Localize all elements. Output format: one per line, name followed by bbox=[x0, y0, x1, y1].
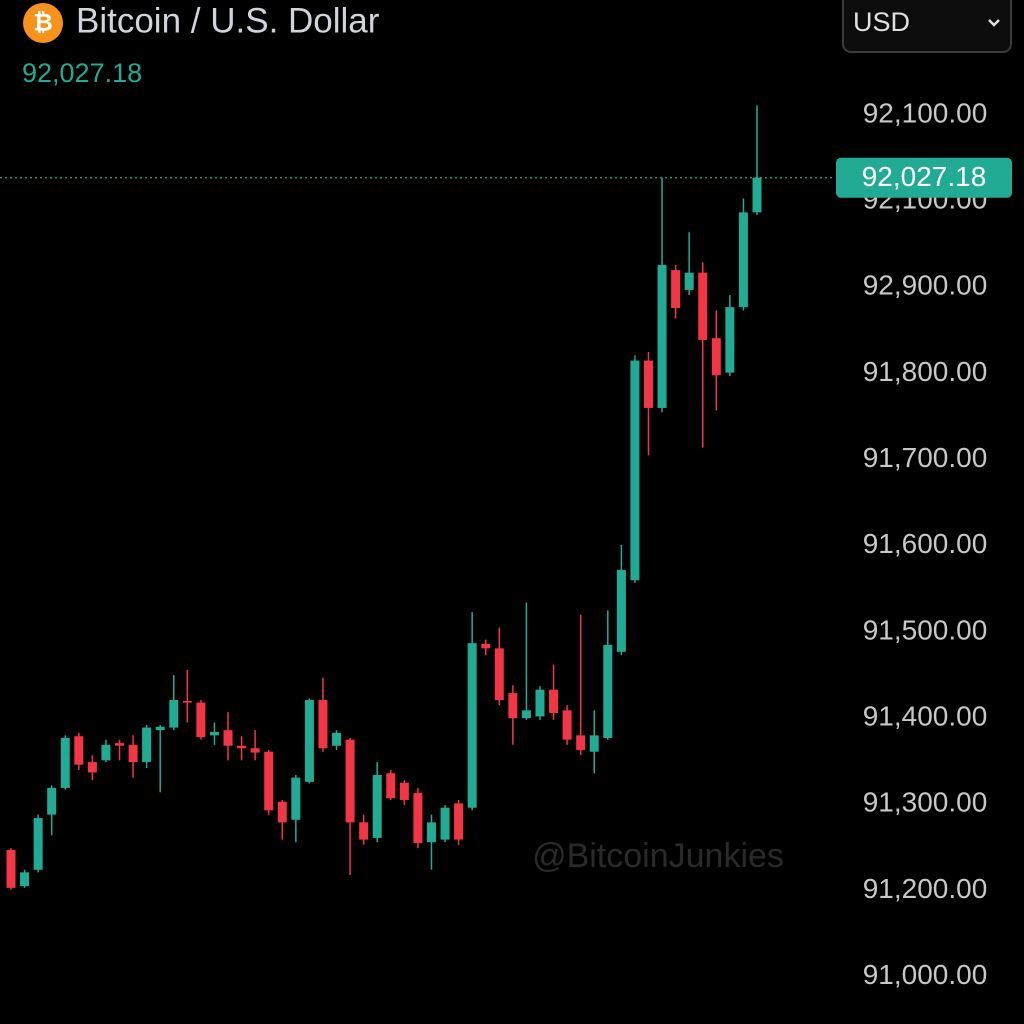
candle-body bbox=[142, 727, 152, 763]
candle-body bbox=[250, 748, 260, 753]
candle-body bbox=[304, 700, 314, 782]
candle-body bbox=[657, 264, 667, 408]
candle-body bbox=[74, 736, 84, 765]
candle-body bbox=[494, 648, 504, 701]
candle-body bbox=[535, 689, 545, 717]
candle-body bbox=[684, 272, 694, 290]
candle-body bbox=[87, 762, 97, 773]
symbol-title: Bitcoin / U.S. Dollar bbox=[76, 1, 380, 40]
candle-body bbox=[589, 735, 599, 752]
candle-body bbox=[671, 270, 681, 308]
candle-body bbox=[372, 774, 382, 838]
candle-body bbox=[345, 739, 355, 823]
candle-body bbox=[33, 818, 43, 870]
candle-body bbox=[643, 360, 653, 408]
candle-body bbox=[128, 744, 138, 763]
currency-label[interactable]: USD bbox=[853, 7, 910, 37]
y-tick-label: 91,300.00 bbox=[863, 787, 988, 818]
currency-dropdown[interactable] bbox=[842, 0, 1012, 53]
candle-body bbox=[60, 737, 70, 788]
y-tick-label: 92,100.00 bbox=[863, 97, 988, 128]
candle-body bbox=[521, 710, 531, 719]
header-price: 92,027.18 bbox=[22, 58, 142, 88]
bitcoin-icon-glyph: ₿ bbox=[33, 9, 53, 36]
candle-body bbox=[698, 272, 708, 340]
y-tick-label: 91,200.00 bbox=[863, 873, 988, 904]
y-tick-label: 91,700.00 bbox=[863, 442, 988, 473]
candle-body bbox=[47, 787, 57, 815]
last-price-label: 92,027.18 bbox=[862, 161, 987, 192]
y-tick-label: 91,000.00 bbox=[863, 959, 988, 990]
candle-body bbox=[155, 726, 165, 731]
candle-body bbox=[549, 689, 559, 713]
candle-body bbox=[264, 751, 274, 811]
candle-body bbox=[440, 807, 450, 840]
candle-body bbox=[562, 710, 572, 740]
candle-body bbox=[6, 849, 16, 888]
candle-body bbox=[182, 700, 192, 703]
candle-body bbox=[196, 702, 206, 738]
y-tick-label: 91,600.00 bbox=[863, 528, 988, 559]
candle-body bbox=[223, 730, 233, 746]
candle-body bbox=[277, 801, 287, 823]
candle-body bbox=[291, 777, 301, 820]
candle-body bbox=[359, 822, 369, 840]
candle-body bbox=[386, 773, 396, 799]
candle-body bbox=[711, 338, 721, 376]
candle-body bbox=[481, 644, 491, 649]
y-tick-label: 91,800.00 bbox=[863, 356, 988, 387]
candle-body bbox=[725, 307, 735, 373]
candle-body bbox=[169, 700, 179, 728]
candle-body bbox=[508, 693, 518, 719]
y-tick-label: 91,500.00 bbox=[863, 614, 988, 645]
candle-body bbox=[454, 803, 464, 840]
candle-body bbox=[318, 700, 328, 749]
candle-body bbox=[237, 745, 247, 749]
y-tick-label: 91,400.00 bbox=[863, 701, 988, 732]
candle-body bbox=[576, 735, 586, 751]
candle-body bbox=[399, 782, 409, 800]
candle-body bbox=[616, 569, 626, 652]
candle-body bbox=[752, 177, 762, 213]
candle-body bbox=[603, 644, 613, 738]
candle-body bbox=[630, 360, 640, 581]
dropdown-chevron bbox=[988, 19, 1000, 27]
candle-body bbox=[332, 732, 342, 746]
candle-body bbox=[467, 643, 477, 808]
candle-body bbox=[101, 744, 111, 761]
last-price-badge bbox=[836, 157, 1012, 198]
candle-body bbox=[209, 731, 219, 736]
candle-body bbox=[738, 212, 748, 308]
watermark: @BitcoinJunkies bbox=[532, 837, 784, 875]
candle-body bbox=[426, 822, 436, 843]
candle-body bbox=[20, 872, 30, 887]
y-tick-label: 92,900.00 bbox=[863, 270, 988, 301]
candle-body bbox=[115, 743, 125, 746]
bitcoin-icon bbox=[23, 3, 63, 43]
candle-body bbox=[413, 793, 423, 844]
